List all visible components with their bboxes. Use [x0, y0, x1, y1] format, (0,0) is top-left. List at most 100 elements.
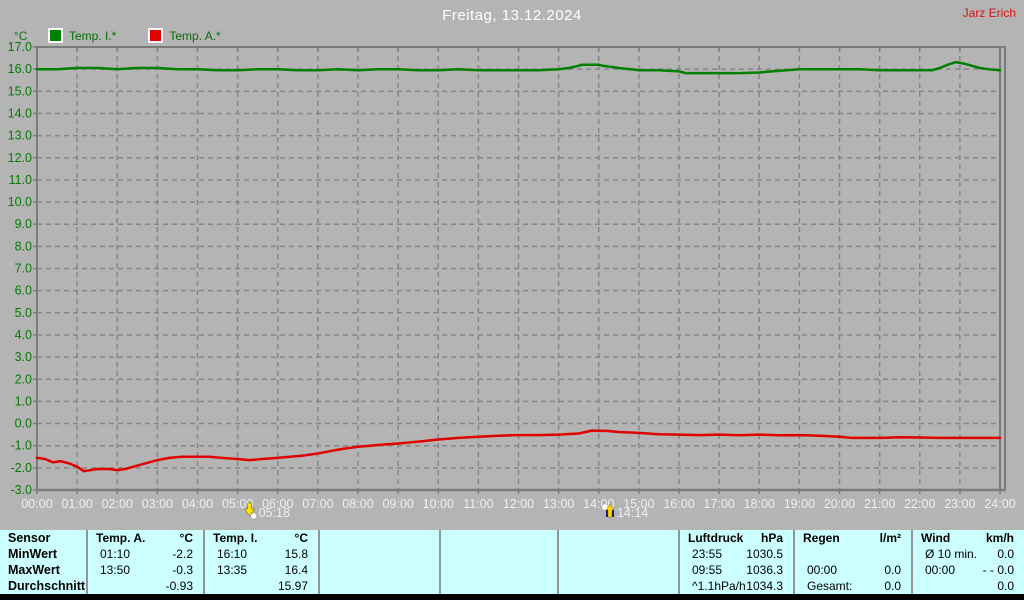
table-row-label: Sensor	[8, 531, 51, 545]
svg-text:1.0: 1.0	[15, 394, 32, 408]
svg-text:17.0: 17.0	[8, 40, 32, 54]
cell-value: 1034.3	[746, 579, 783, 593]
sensor-name: Temp. I.	[213, 531, 258, 545]
cell-time	[559, 562, 571, 578]
legend-item-label: Temp. I.*	[69, 28, 117, 43]
sensor-unit: l/m²	[879, 531, 901, 545]
cell-time	[795, 546, 807, 562]
cell-value	[429, 546, 439, 562]
legend-swatch-icon	[48, 28, 63, 43]
cell-value: 15.8	[284, 547, 308, 561]
cell-time	[441, 546, 453, 562]
cell-value: -0.93	[165, 579, 193, 593]
svg-text:-3.0: -3.0	[10, 483, 32, 497]
astro-event-marker: 05:18	[244, 502, 290, 520]
table-row-labels-column: Sensor MinWert MaxWert Durchschnitt	[0, 530, 88, 594]
cell-time: ^1.1hPa/h	[692, 579, 746, 593]
sensor-unit: hPa	[760, 531, 783, 545]
cell-time: 13:50	[100, 563, 131, 577]
cell-value	[547, 546, 557, 562]
table-row: 01:10 -2.2	[88, 546, 203, 562]
table-row: 00:00 - - 0.0	[913, 562, 1024, 578]
cell-value	[547, 578, 557, 594]
table-sensor-column	[320, 530, 441, 594]
cell-value: 15.97	[277, 579, 308, 593]
legend-item: Temp. I.*	[48, 28, 116, 43]
cell-time: 13:35	[217, 563, 248, 577]
table-column-header: Wind km/h	[913, 530, 1024, 546]
temp-i-line	[35, 60, 1002, 75]
legend-item: Temp. A.*	[148, 28, 221, 43]
cell-value	[668, 578, 678, 594]
svg-text:01:00: 01:00	[61, 497, 92, 511]
cell-time	[320, 578, 332, 594]
sensor-name	[559, 530, 567, 546]
table-sensor-column: Temp. A. °C 01:10 -2.2 13:50 -0.3 -0.93	[88, 530, 205, 594]
cell-time	[441, 578, 453, 594]
cell-value	[429, 578, 439, 594]
cell-value	[547, 562, 557, 578]
x-axis-labels: 00:00 01:00 02:00 03:00 04:00 05:00 06:00 07:00…	[21, 497, 1015, 511]
cell-value: 16.4	[284, 563, 308, 577]
table-row	[441, 562, 557, 578]
bottom-bar	[0, 594, 1024, 600]
legend-item-label: Temp. A.*	[169, 28, 221, 43]
svg-text:13:00: 13:00	[543, 497, 574, 511]
sensor-name	[320, 530, 328, 546]
table-sensor-column: Temp. I. °C 16:10 15.8 13:35 16.4 15.97	[205, 530, 320, 594]
cell-value	[668, 546, 678, 562]
temperature-chart[interactable]: 17.0 16.0 15.0 14.0 13.0 12.0 11.0 10.0 9.0 8.0 7.…	[0, 0, 1024, 530]
sensor-name: Temp. A.	[96, 531, 146, 545]
cell-value: 0.0	[884, 563, 901, 577]
svg-text:10.0: 10.0	[8, 195, 32, 209]
svg-text:07:00: 07:00	[302, 497, 333, 511]
table-row: Ø 10 min. 0.0	[913, 546, 1024, 562]
table-row: 16:10 15.8	[205, 546, 318, 562]
cell-time	[320, 546, 332, 562]
sensor-unit: °C	[179, 531, 193, 545]
svg-text:2.0: 2.0	[15, 372, 32, 386]
table-column-header	[441, 530, 557, 546]
svg-text:16:00: 16:00	[663, 497, 694, 511]
cell-value	[668, 562, 678, 578]
axis-ticks	[33, 46, 1001, 494]
table-row: 09:55 1036.3	[680, 562, 793, 578]
table-row: ^1.1hPa/h 1034.3	[680, 578, 793, 594]
table-column-header: Luftdruck hPa	[680, 530, 793, 546]
svg-text:0.0: 0.0	[15, 417, 32, 431]
user-label: Jarz Erich	[962, 6, 1016, 20]
cell-time	[559, 578, 571, 594]
table-row	[320, 562, 439, 578]
svg-text:15.0: 15.0	[8, 84, 32, 98]
cell-value: 0.0	[997, 547, 1014, 561]
sensor-unit: °C	[294, 531, 308, 545]
arrow-down-icon	[244, 502, 257, 520]
table-row: 13:35 16.4	[205, 562, 318, 578]
cell-value	[901, 546, 911, 562]
cell-time	[559, 546, 571, 562]
svg-text:12:00: 12:00	[503, 497, 534, 511]
temp-a-line	[35, 429, 1002, 473]
table-row	[320, 546, 439, 562]
legend-swatch-icon	[148, 28, 164, 43]
cell-value: -2.2	[172, 547, 193, 561]
table-column-header: Temp. I. °C	[205, 530, 318, 546]
table-row: 15.97	[205, 578, 318, 594]
svg-text:10:00: 10:00	[423, 497, 454, 511]
svg-text:16.0: 16.0	[8, 62, 32, 76]
svg-text:03:00: 03:00	[142, 497, 173, 511]
table-row: 13:50 -0.3	[88, 562, 203, 578]
cell-value: 1030.5	[746, 547, 783, 561]
table-row-label: MinWert	[8, 547, 58, 561]
cell-time: 00:00	[807, 563, 838, 577]
svg-text:-2.0: -2.0	[10, 461, 32, 475]
svg-text:6.0: 6.0	[15, 284, 32, 298]
svg-text:7.0: 7.0	[15, 262, 32, 276]
svg-text:05:00: 05:00	[222, 497, 253, 511]
svg-text:4.0: 4.0	[15, 328, 32, 342]
svg-text:13.0: 13.0	[8, 129, 32, 143]
summary-table: Sensor MinWert MaxWert Durchschnitt Temp. A.…	[0, 530, 1024, 594]
cell-value: - - 0.0	[982, 563, 1014, 577]
svg-text:8.0: 8.0	[15, 239, 32, 253]
